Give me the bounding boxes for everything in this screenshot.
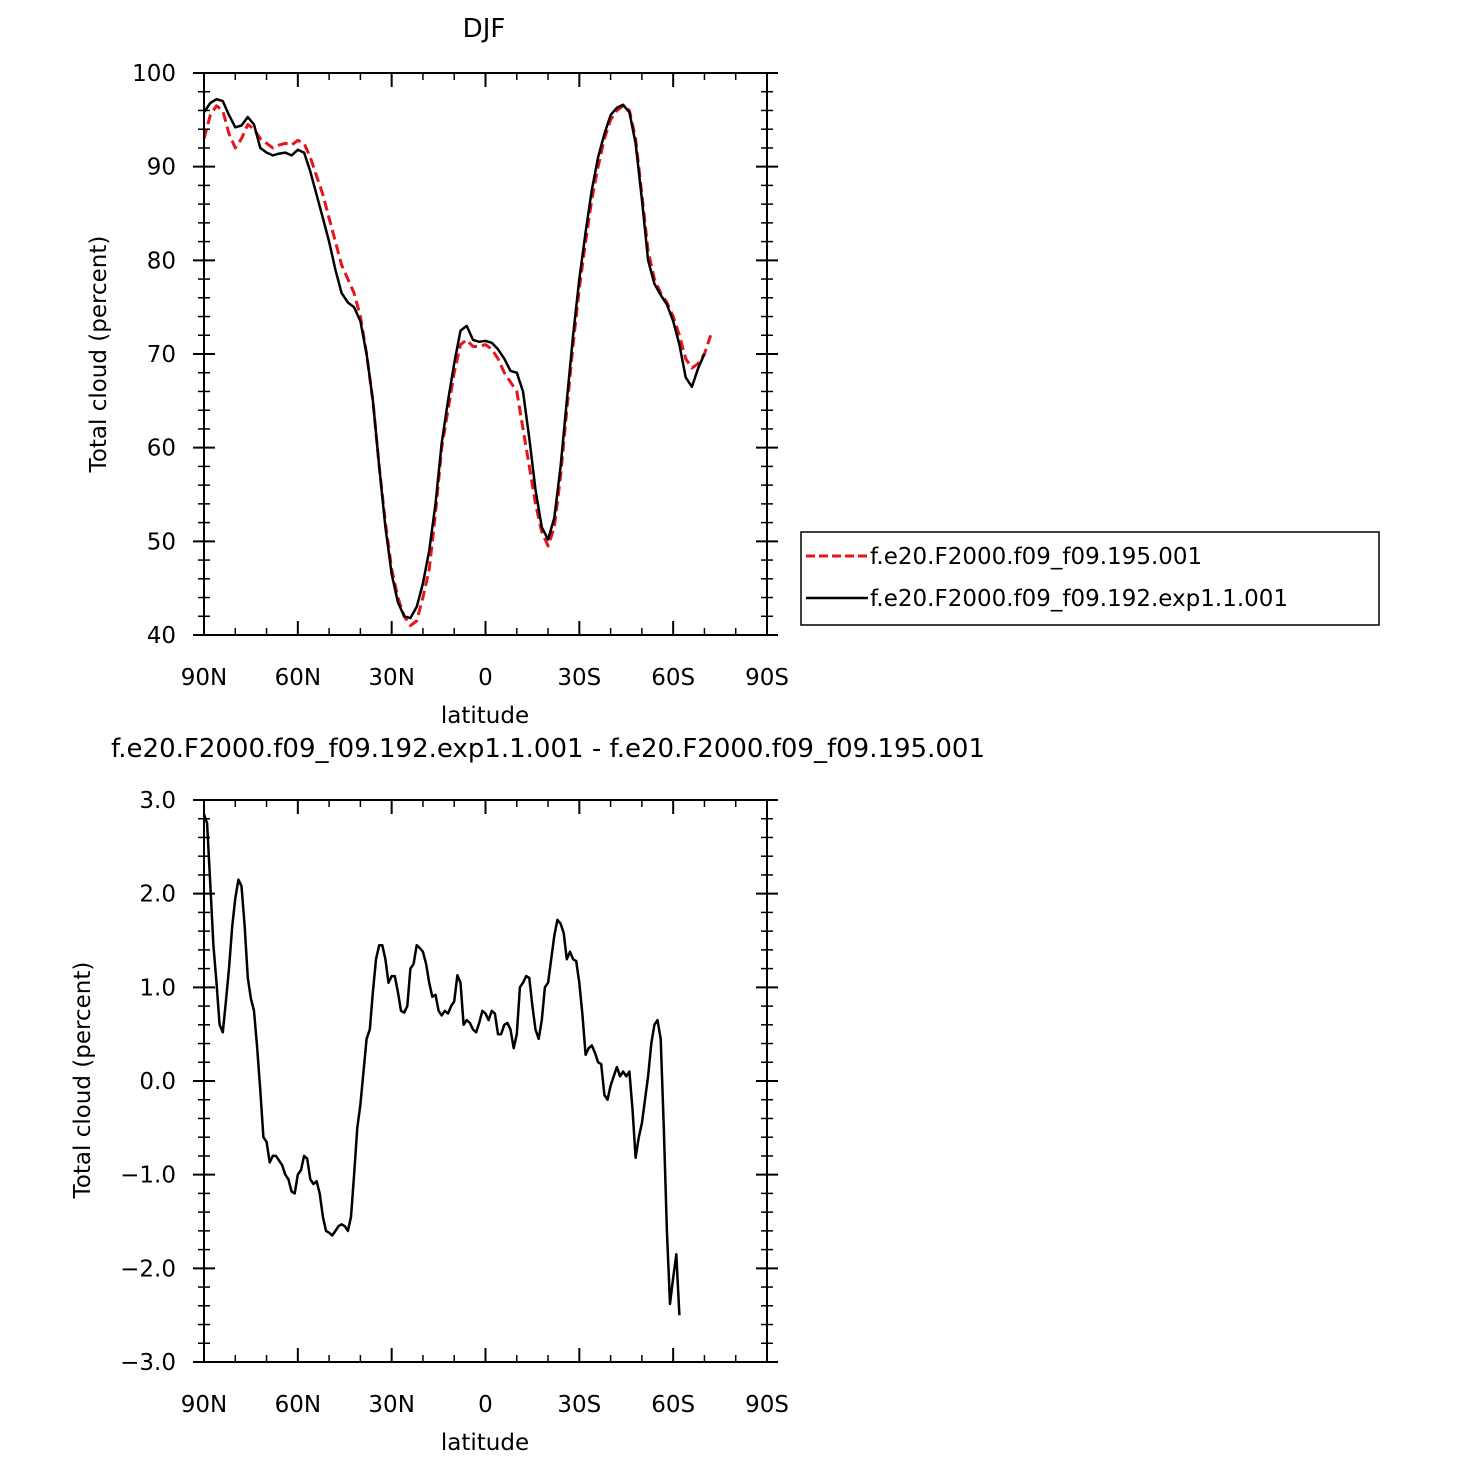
top-y-tick-label: 80 xyxy=(147,248,176,274)
bottom-x-tick-label: 30N xyxy=(368,1392,414,1418)
legend: f.e20.F2000.f09_f09.195.001 f.e20.F2000.… xyxy=(800,531,1380,626)
top-chart-title: DJF xyxy=(463,14,506,44)
bottom-y-tick-label: −1.0 xyxy=(120,1163,176,1189)
top-x-tick-label: 60N xyxy=(275,665,321,691)
bottom-series-line-0 xyxy=(202,813,681,1316)
top-x-tick-labels: 90N 60N 30N 0 30S 60S 90S xyxy=(181,665,789,691)
top-tick-marks xyxy=(193,72,778,636)
top-series-line-0 xyxy=(202,104,713,628)
bottom-y-axis-label: Total cloud (percent) xyxy=(70,962,96,1200)
bottom-panel: f.e20.F2000.f09_f09.192.exp1.1.001 - f.e… xyxy=(70,734,985,1456)
top-x-tick-label: 90N xyxy=(181,665,227,691)
top-y-tick-label: 70 xyxy=(147,342,176,368)
top-x-tick-label: 30S xyxy=(557,665,601,691)
legend-entry-experiment: f.e20.F2000.f09_f09.192.exp1.1.001 xyxy=(870,586,1288,612)
legend-entry-control: f.e20.F2000.f09_f09.195.001 xyxy=(870,544,1202,570)
bottom-chart-title: f.e20.F2000.f09_f09.192.exp1.1.001 - f.e… xyxy=(111,734,985,764)
top-y-tick-label: 100 xyxy=(132,61,176,87)
bottom-x-tick-label: 90N xyxy=(181,1392,227,1418)
top-x-tick-label: 60S xyxy=(651,665,695,691)
bottom-plot-frame xyxy=(203,799,768,1363)
bottom-y-tick-label: 3.0 xyxy=(139,788,176,814)
bottom-y-tick-labels: −3.0 −2.0 −1.0 0.0 1.0 2.0 3.0 xyxy=(120,788,176,1376)
bottom-y-tick-label: 0.0 xyxy=(139,1069,176,1095)
bottom-y-tick-label: 2.0 xyxy=(139,882,176,908)
bottom-x-tick-labels: 90N 60N 30N 0 30S 60S 90S xyxy=(181,1392,789,1418)
top-series-lines xyxy=(202,97,713,628)
top-y-tick-label: 60 xyxy=(147,436,176,462)
bottom-x-axis-label: latitude xyxy=(441,1430,529,1456)
bottom-x-tick-label: 60S xyxy=(651,1392,695,1418)
bottom-tick-marks xyxy=(193,799,778,1363)
bottom-x-tick-label: 90S xyxy=(745,1392,789,1418)
bottom-y-tick-label: 1.0 xyxy=(139,975,176,1001)
bottom-x-tick-label: 30S xyxy=(557,1392,601,1418)
legend-box xyxy=(800,531,1380,626)
top-y-tick-label: 90 xyxy=(147,155,176,181)
top-series-line-1 xyxy=(202,97,706,620)
bottom-x-tick-label: 0 xyxy=(478,1392,493,1418)
top-x-tick-label: 0 xyxy=(478,665,493,691)
top-x-tick-label: 90S xyxy=(745,665,789,691)
top-y-tick-label: 40 xyxy=(147,623,176,649)
bottom-y-tick-label: −3.0 xyxy=(120,1350,176,1376)
bottom-series-lines xyxy=(202,813,681,1316)
top-plot-frame xyxy=(203,72,768,636)
top-x-axis-label: latitude xyxy=(441,703,529,729)
top-x-tick-label: 30N xyxy=(368,665,414,691)
bottom-x-tick-label: 60N xyxy=(275,1392,321,1418)
top-y-tick-label: 50 xyxy=(147,529,176,555)
top-y-tick-labels: 40 50 60 70 80 90 100 xyxy=(132,61,176,649)
top-y-axis-label: Total cloud (percent) xyxy=(86,236,112,474)
bottom-y-tick-label: −2.0 xyxy=(120,1256,176,1282)
